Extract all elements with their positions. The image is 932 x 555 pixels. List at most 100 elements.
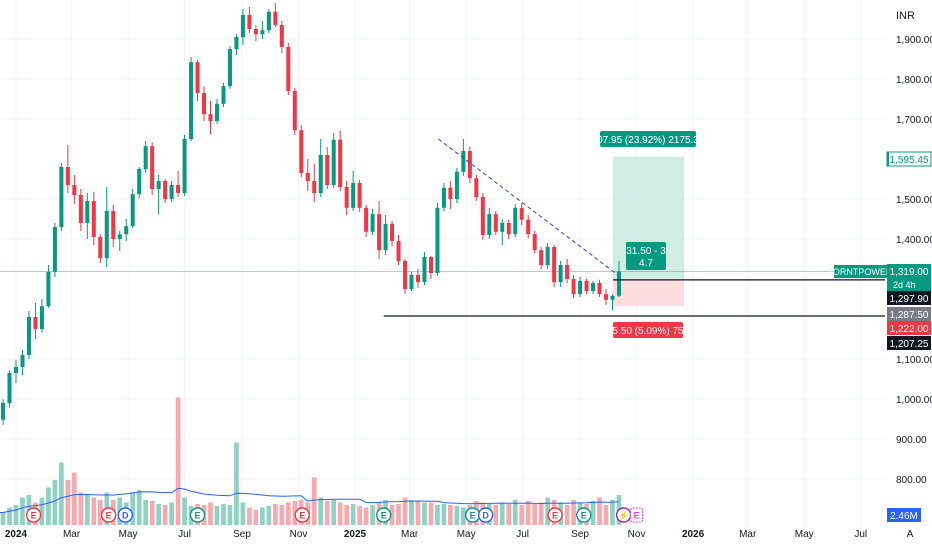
volume-badge-text: 2.46M — [890, 511, 918, 522]
time-axis[interactable]: 2024 Mar May Jul Sep Nov 2025 Mar May Jul Sep Nov 20… — [5, 529, 914, 540]
event-marker-upcoming[interactable]: E — [630, 507, 644, 523]
volume-bar — [227, 505, 233, 525]
event-marker-dividend[interactable]: D — [117, 507, 133, 523]
volume-bar — [156, 504, 161, 525]
candle-body — [396, 241, 401, 261]
auto-scale-button[interactable]: A — [907, 529, 914, 540]
event-marker-flash[interactable]: ⚡ — [615, 507, 632, 523]
ratio-label-line1: 31.50 - 3 — [626, 246, 666, 257]
volume-bar — [363, 507, 369, 525]
event-marker-earnings-green[interactable]: E — [464, 507, 481, 523]
volume-bar — [493, 505, 499, 525]
volume-bar — [337, 502, 343, 525]
event-marker-bg — [294, 507, 310, 523]
volume-bar — [538, 502, 544, 525]
target-label[interactable]: 307.95 (23.92%) 2175.38 — [592, 131, 705, 147]
price-tick-label: 1,900.00 — [896, 35, 932, 46]
candle-body — [59, 167, 64, 227]
ratio-label[interactable]: 31.50 - 34.7 — [626, 242, 666, 270]
candle-body — [117, 234, 122, 239]
volume-bar — [39, 497, 45, 525]
volume-bar — [266, 506, 272, 525]
candle-body — [208, 114, 213, 121]
event-marker-label: E — [381, 511, 387, 521]
candle-body — [318, 155, 323, 193]
candle-body — [441, 187, 446, 208]
time-tick-label: Nov — [628, 529, 646, 540]
candle-body — [351, 183, 356, 208]
candle-body — [234, 37, 239, 49]
candle-body — [377, 214, 382, 251]
candle-body — [26, 317, 31, 355]
volume-bar — [182, 497, 187, 525]
target-label-bg — [600, 131, 696, 147]
candle-body — [111, 211, 116, 239]
volume-bar — [389, 505, 395, 525]
position-tool[interactable] — [613, 156, 684, 307]
symbol-label-bg — [834, 265, 887, 278]
volume-badge: 2.46M — [887, 508, 921, 522]
candle-body — [454, 171, 459, 199]
time-tick-label: May — [457, 529, 476, 540]
candle-body — [46, 271, 51, 307]
candle-body — [150, 146, 155, 189]
candle-body — [130, 194, 135, 227]
candle-body — [292, 91, 297, 131]
candle-body — [493, 214, 498, 232]
price-axis[interactable]: INR 1,900.00 1,800.00 1,700.00 1,500.00 1,40… — [886, 10, 932, 522]
time-tick-label: Jul — [178, 529, 191, 540]
volume-bar — [84, 495, 90, 525]
price-badge-text: 2d 4h — [893, 280, 916, 290]
drawings[interactable]: 307.95 (23.92%) 2175.38 65.50 (5.09%) 750… — [0, 131, 893, 338]
candle-body — [273, 11, 278, 25]
event-marker-bg — [547, 507, 563, 523]
event-marker-earnings-red[interactable]: E — [294, 507, 310, 523]
candle-body — [124, 226, 129, 235]
event-marker-earnings-green[interactable]: E — [189, 507, 206, 523]
stop-zone[interactable] — [613, 279, 684, 307]
trend-line[interactable] — [438, 138, 620, 277]
candle-body — [195, 62, 200, 93]
price-badge-text: 1,222.00 — [890, 324, 929, 335]
event-markers[interactable]: E E D E E E E D E E ⚡ E — [25, 507, 644, 523]
time-tick-label: Mar — [63, 529, 81, 540]
event-marker-earnings-red[interactable]: E — [25, 507, 42, 523]
event-marker-label: E — [581, 511, 587, 521]
event-marker-bg — [25, 507, 42, 523]
event-marker-dividend[interactable]: D — [477, 507, 494, 523]
event-marker-earnings-red[interactable]: E — [547, 507, 563, 523]
event-marker-earnings-green[interactable]: E — [576, 507, 592, 523]
volume-bar — [512, 500, 518, 525]
stop-label-bg — [613, 322, 683, 338]
price-badge: 2d 4h — [887, 277, 931, 291]
candle-body — [357, 183, 362, 208]
candle-body — [143, 146, 148, 169]
price-badge: 1,207.25 — [887, 336, 931, 350]
volume-bar — [279, 505, 285, 525]
candle-body — [98, 237, 103, 259]
event-marker-label: ⚡ — [618, 510, 629, 522]
event-marker-earnings-red[interactable]: E — [100, 507, 117, 523]
volume-bar — [240, 502, 246, 525]
price-badge: 1,287.50 — [887, 307, 931, 321]
target-label-text: 307.95 (23.92%) 2175.38 — [592, 135, 705, 146]
price-badge-bg — [887, 291, 931, 305]
candle-body — [325, 155, 330, 185]
volume-bar — [571, 500, 576, 525]
candle-body — [299, 130, 304, 173]
event-marker-label: E — [31, 511, 37, 521]
candle-body — [487, 214, 492, 235]
event-marker-bg — [576, 507, 592, 523]
price-badge: 1,222.00 — [887, 321, 931, 335]
stop-label[interactable]: 65.50 (5.09%) 750 — [607, 322, 690, 338]
event-marker-bg — [477, 507, 494, 523]
volume-bar — [415, 501, 421, 525]
event-marker-earnings-green[interactable]: E — [376, 507, 392, 523]
candle-body — [422, 257, 427, 283]
volume-bar — [564, 505, 570, 525]
price-tick-label: 1,100.00 — [896, 355, 932, 366]
price-tick-label: 1,400.00 — [896, 235, 932, 246]
candle-body — [344, 187, 349, 208]
